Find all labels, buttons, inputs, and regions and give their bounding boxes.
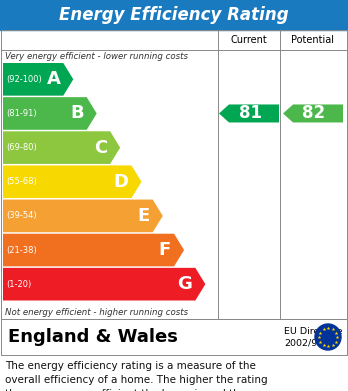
Text: (1-20): (1-20) [6,280,31,289]
Text: C: C [94,138,107,157]
Polygon shape [3,97,97,130]
Text: G: G [177,275,192,293]
Text: 81: 81 [238,104,261,122]
Text: (69-80): (69-80) [6,143,37,152]
Polygon shape [3,63,73,96]
Polygon shape [3,234,184,266]
Polygon shape [3,131,120,164]
Text: 82: 82 [302,104,326,122]
Text: B: B [70,104,84,122]
Bar [1,30,347,319]
Circle shape [315,324,341,350]
Text: Not energy efficient - higher running costs: Not energy efficient - higher running co… [5,308,188,317]
Text: Current: Current [231,35,267,45]
Polygon shape [219,104,279,122]
Text: (55-68): (55-68) [6,177,37,186]
Text: D: D [113,173,128,191]
Bar [1,319,347,355]
Text: The energy efficiency rating is a measure of the: The energy efficiency rating is a measur… [5,361,256,371]
Polygon shape [3,268,205,301]
Text: EU Directive: EU Directive [284,328,342,337]
Text: (92-100): (92-100) [6,75,42,84]
Bar [0,0,348,30]
Text: (39-54): (39-54) [6,212,37,221]
Polygon shape [3,165,141,198]
Text: (21-38): (21-38) [6,246,37,255]
Text: Energy Efficiency Rating: Energy Efficiency Rating [59,6,289,24]
Text: (81-91): (81-91) [6,109,37,118]
Text: E: E [137,207,150,225]
Text: overall efficiency of a home. The higher the rating: overall efficiency of a home. The higher… [5,375,268,385]
Text: England & Wales: England & Wales [8,328,178,346]
Polygon shape [283,104,343,122]
Text: F: F [159,241,171,259]
Text: the more energy efficient the home is and the: the more energy efficient the home is an… [5,389,246,391]
Text: Potential: Potential [292,35,334,45]
Polygon shape [3,199,163,232]
Text: 2002/91/EC: 2002/91/EC [284,339,339,348]
Text: Very energy efficient - lower running costs: Very energy efficient - lower running co… [5,52,188,61]
Text: A: A [46,70,60,88]
